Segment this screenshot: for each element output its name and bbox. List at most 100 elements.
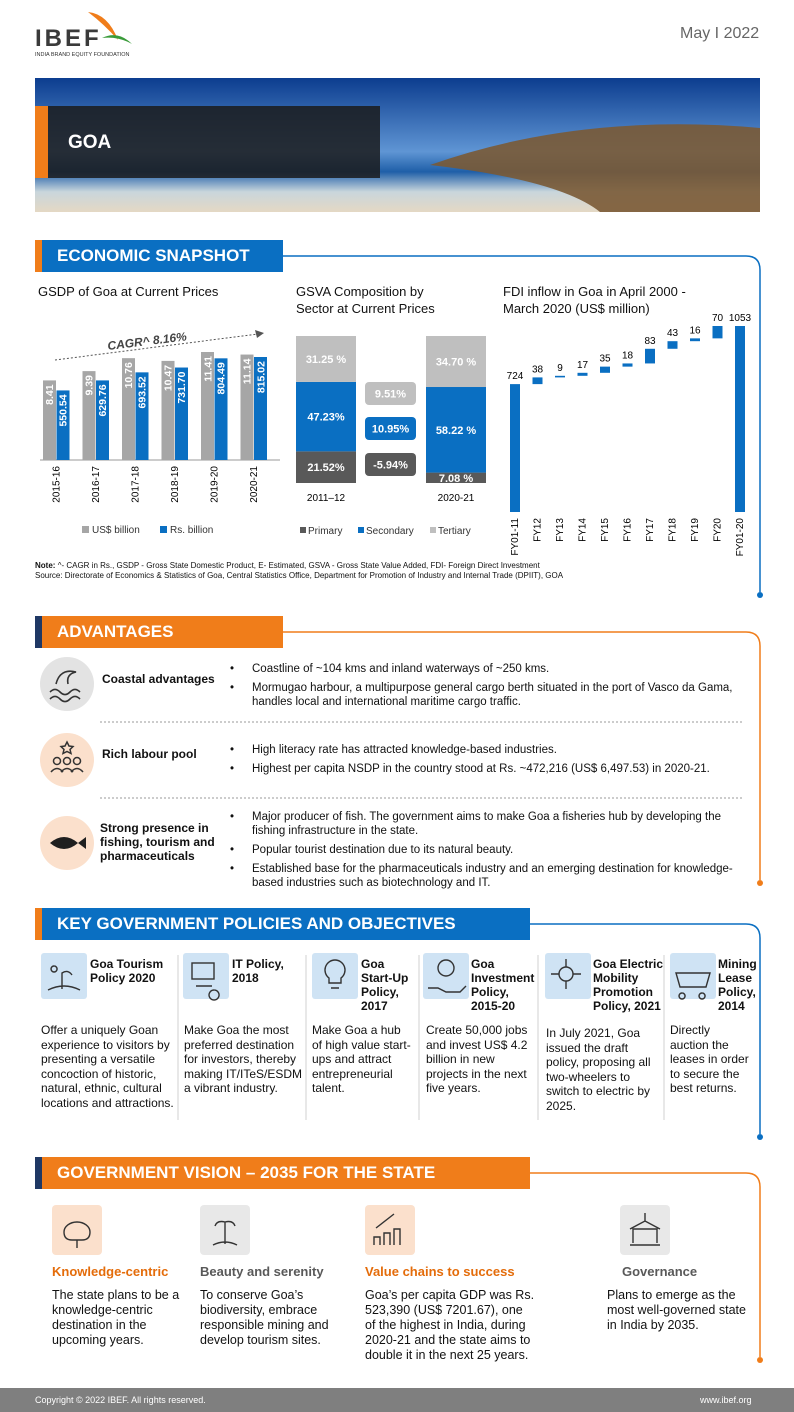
note: Note: ^- CAGR in Rs., GSDP - Gross State…: [35, 561, 775, 581]
change-label: 9.51%: [375, 389, 406, 401]
bar: [161, 360, 175, 460]
bar: [201, 352, 214, 460]
bar: [43, 380, 56, 460]
advantage-points: Major producer of fish. The government a…: [230, 810, 745, 895]
bar: [175, 367, 188, 460]
value-label: 18: [622, 350, 634, 361]
vision-title: Governance: [622, 1264, 698, 1279]
x-tick-label: 2020-21: [249, 466, 260, 503]
legend-swatch: [82, 526, 89, 533]
value-label: 34.70 %: [436, 357, 477, 369]
policy-title: Goa Investment Policy, 2015-20: [471, 957, 535, 1013]
policy-text: Make Goa a hub of high value start-ups a…: [312, 1023, 411, 1095]
bar: [510, 384, 520, 512]
bar: [690, 338, 700, 342]
value-label: 43: [667, 328, 679, 339]
value-label: 21.52%: [307, 462, 345, 474]
logo: IBEF: [35, 25, 102, 52]
legend-swatch: [300, 527, 306, 533]
legend-label: Primary: [308, 526, 342, 537]
value-label: 35: [599, 354, 611, 365]
bar: [600, 366, 610, 373]
value-label: 17: [577, 360, 589, 371]
bar: [577, 372, 588, 376]
value-label: 10.47: [163, 365, 175, 391]
x-tick-label: FY16: [623, 518, 634, 542]
bar: [82, 371, 96, 460]
value-label: 724: [507, 371, 524, 382]
icon-coast: [40, 657, 94, 711]
change-label: 10.95%: [372, 424, 410, 436]
value-label: 629.76: [97, 384, 109, 416]
icon-coast-glyph: [49, 670, 81, 703]
x-tick-label: FY12: [533, 518, 544, 542]
x-tick-label: 2017-18: [131, 466, 142, 503]
policy-text: Offer a uniquely Goan experience to visi…: [41, 1023, 174, 1110]
bar-segment: [426, 387, 486, 473]
vision-icon: [620, 1205, 670, 1255]
advantage-point: Major producer of fish. The government a…: [230, 810, 745, 838]
advantage-point: Mormugao harbour, a multipurpose general…: [230, 681, 745, 709]
banner-title: GOA: [68, 132, 112, 153]
value-label: 7.08 %: [439, 473, 473, 485]
advantage-points: Coastline of ~104 kms and inland waterwa…: [230, 662, 745, 714]
bar-segment: [296, 381, 356, 452]
change-label: -5.94%: [373, 460, 408, 472]
vision-text: Goa’s per capita GDP was Rs. 523,390 (US…: [365, 1288, 535, 1362]
source: Source: Directorate of Economics & Stati…: [35, 571, 564, 580]
x-tick-label: FY13: [555, 518, 566, 542]
x-tick-label: FY01-20: [735, 518, 746, 557]
value-label: 38: [532, 364, 544, 375]
cagr-arrowhead: [255, 330, 264, 338]
advantage-points: High literacy rate has attracted knowled…: [230, 743, 745, 781]
chart-title: FDI inflow in Goa in April 2000 -March 2…: [503, 284, 686, 316]
bar: [735, 326, 745, 512]
vision-icon: [365, 1205, 415, 1255]
value-label: 9.39: [84, 375, 96, 396]
x-tick-label: FY18: [668, 518, 679, 542]
x-tick-label: FY15: [600, 518, 611, 542]
bar: [622, 363, 633, 367]
advantage-label: Strong presence in fishing, tourism and …: [100, 821, 215, 863]
value-label: 10.76: [123, 362, 135, 388]
section-title: ADVANTAGES: [35, 616, 283, 648]
policy-title: IT Policy, 2018: [232, 957, 284, 985]
value-label: 70: [712, 313, 724, 324]
section-dot: [757, 1357, 763, 1363]
bar: [555, 375, 565, 378]
value-label: 9: [557, 363, 563, 374]
value-label: 58.22 %: [436, 425, 477, 437]
value-label: 11.14: [242, 358, 254, 384]
value-label: 550.54: [58, 394, 70, 426]
section-title: GOVERNMENT VISION – 2035 FOR THE STATE: [35, 1157, 530, 1189]
policy-title: Goa Electric Mobility Promotion Policy, …: [593, 957, 664, 1013]
bar-segment: [296, 336, 356, 382]
value-label: 1053: [729, 313, 752, 324]
value-label: 83: [644, 336, 656, 347]
section-dot: [757, 592, 763, 598]
banner-accent: [35, 106, 48, 178]
x-tick-label: 2011–12: [307, 493, 346, 504]
legend-swatch: [358, 527, 364, 533]
x-tick-label: FY19: [690, 518, 701, 542]
x-tick-label: 2015-16: [52, 466, 63, 503]
vision-title: Beauty and serenity: [200, 1264, 324, 1279]
bar-segment: [426, 472, 486, 483]
advantage-label: Coastal advantages: [102, 672, 215, 686]
icon-labour: [40, 733, 94, 787]
x-tick-label: 2020-21: [438, 493, 475, 504]
legend-swatch: [430, 527, 436, 533]
policy-icon-glyphs: [47, 959, 711, 1001]
change-box: [365, 382, 416, 405]
vision-text: To conserve Goa’s biodiversity, embrace …: [200, 1288, 329, 1347]
advantage-point: High literacy rate has attracted knowled…: [230, 743, 745, 757]
bar: [56, 390, 70, 460]
chart-title: GSVA Composition by Sector at Current Pr…: [296, 284, 435, 316]
value-label: 11.41: [202, 356, 214, 382]
bar: [135, 372, 149, 460]
x-tick-label: FY20: [713, 518, 724, 542]
policy-title: Goa Tourism Policy 2020: [90, 957, 164, 985]
vision-title: Value chains to success: [365, 1264, 515, 1279]
